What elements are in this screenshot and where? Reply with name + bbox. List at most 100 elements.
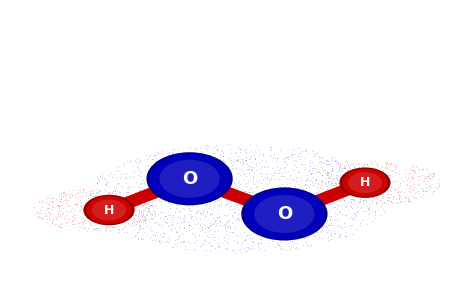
Point [128,184,136,189]
Point [283,236,291,241]
Point [138,213,146,218]
Point [298,149,305,153]
Point [201,153,208,158]
Point [128,213,136,218]
Point [65,190,73,195]
Ellipse shape [244,189,325,239]
Point [348,188,356,193]
Point [351,193,359,197]
Point [336,190,344,195]
Point [340,197,348,202]
Point [387,172,394,177]
Point [103,207,111,212]
Point [264,176,271,181]
Point [335,188,342,192]
Point [203,143,211,148]
Point [306,225,314,229]
Point [210,205,218,210]
Point [135,173,142,178]
Point [332,230,339,235]
Point [368,219,376,224]
Point [207,212,214,217]
Point [134,212,141,216]
Point [425,176,433,181]
Point [283,210,290,215]
Point [312,207,319,212]
Point [151,203,159,207]
Ellipse shape [83,195,135,225]
Point [430,171,438,176]
Point [215,215,223,220]
Point [123,210,131,215]
Point [135,165,143,170]
Point [214,240,222,245]
Point [282,202,289,207]
Point [333,192,340,197]
Point [361,173,368,177]
Point [163,219,170,224]
Point [249,238,256,243]
Point [240,159,247,163]
Point [359,198,366,202]
Point [330,193,338,198]
Point [362,181,369,186]
Point [315,235,322,240]
Point [191,163,198,168]
Point [234,156,242,161]
Point [176,195,184,200]
Point [321,180,329,184]
Point [250,220,258,225]
Point [148,211,155,215]
Point [132,195,139,200]
Point [92,193,100,198]
Point [365,175,372,179]
Point [158,163,165,168]
Point [190,247,198,252]
Point [108,219,115,223]
Point [122,219,130,224]
Point [136,160,143,164]
Point [132,216,139,221]
Point [190,198,198,203]
Point [288,167,296,171]
Point [61,192,69,197]
Point [147,215,155,220]
Point [199,212,207,216]
Point [308,170,315,175]
Point [79,221,86,226]
Point [213,217,220,222]
Point [221,164,228,169]
Point [397,176,405,180]
Point [377,179,385,184]
Point [92,207,100,211]
Point [355,185,363,190]
Point [127,174,134,179]
Point [254,154,262,159]
Point [113,213,121,218]
Point [288,240,296,245]
Point [286,215,293,220]
Point [88,188,96,193]
Point [406,172,413,177]
Point [321,170,329,175]
Point [356,179,364,184]
Point [247,211,255,216]
Point [144,201,152,206]
Point [73,212,80,217]
Point [364,182,371,186]
Point [273,211,280,216]
Point [105,218,112,223]
Point [139,218,146,222]
Point [373,195,380,200]
Point [160,169,168,174]
Point [131,205,139,210]
Point [114,211,121,216]
Point [240,207,247,212]
Point [108,175,116,179]
Point [134,220,141,224]
Point [234,238,241,243]
Point [135,237,142,242]
Point [119,225,127,230]
Point [106,190,113,194]
Point [93,180,100,185]
